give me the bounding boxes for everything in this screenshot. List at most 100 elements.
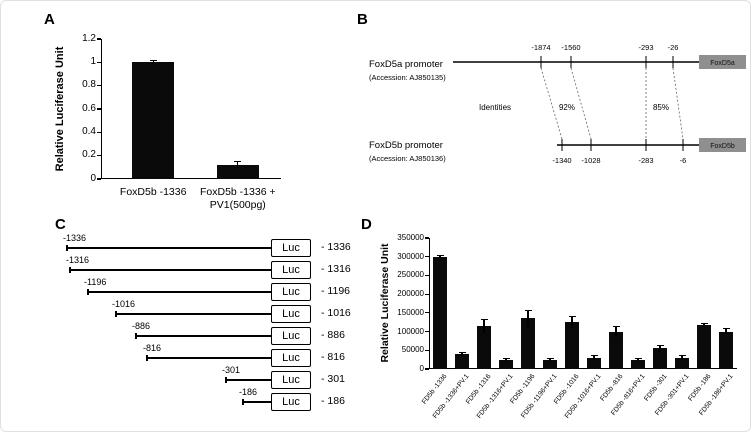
error-bar bbox=[571, 316, 573, 329]
construct-start-label: -886 bbox=[132, 321, 151, 331]
y-tick-mark bbox=[425, 237, 429, 239]
panel-a-label: A bbox=[44, 11, 55, 28]
error-bar bbox=[659, 345, 661, 352]
luc-box: Luc bbox=[271, 393, 311, 411]
foxd5b-position-label: -6 bbox=[680, 156, 687, 165]
construct-start-label: -1336 bbox=[63, 233, 87, 243]
promoter-comparison-diagram: FoxD5a promoter (Accession: AJ850135) -1… bbox=[369, 43, 746, 165]
y-tick-label: 200000 bbox=[397, 289, 424, 299]
construct-start-label: -1016 bbox=[112, 299, 136, 309]
error-bar bbox=[637, 358, 639, 361]
error-bar bbox=[152, 60, 154, 64]
error-bar-cap bbox=[436, 254, 444, 256]
foxd5b-accession: (Accession: AJ850136) bbox=[369, 154, 446, 163]
error-bar-cap bbox=[678, 355, 686, 357]
bar bbox=[609, 331, 623, 369]
construct-start-tick bbox=[87, 289, 89, 295]
construct-end-label: - 1336 bbox=[321, 241, 351, 253]
error-bar-cap bbox=[656, 344, 664, 346]
construct-line bbox=[135, 335, 271, 337]
identity-percent-right: 85% bbox=[653, 103, 669, 112]
y-tick-mark bbox=[425, 256, 429, 258]
foxd5a-gene-box bbox=[699, 55, 746, 69]
y-tick-label: 1.2 bbox=[82, 32, 96, 44]
construct-start-tick bbox=[242, 399, 244, 405]
y-tick-label: 250000 bbox=[397, 270, 424, 280]
bar bbox=[216, 165, 259, 179]
bar bbox=[132, 62, 175, 179]
bar bbox=[499, 359, 513, 369]
error-bar-cap bbox=[722, 328, 730, 330]
plot-axes bbox=[429, 238, 737, 369]
luc-box: Luc bbox=[271, 327, 311, 345]
luc-box: Luc bbox=[271, 283, 311, 301]
foxd5a-accession: (Accession: AJ850135) bbox=[369, 73, 446, 82]
construct-end-label: - 1016 bbox=[321, 307, 351, 319]
construct-end-label: - 1316 bbox=[321, 263, 351, 275]
error-bar bbox=[703, 323, 705, 327]
error-bar bbox=[593, 355, 595, 360]
bar bbox=[565, 322, 579, 369]
y-tick-label: 50000 bbox=[401, 345, 424, 355]
panel-a: A Relative Luciferase Unit 0 0.2 0.4 0.6 0.8… bbox=[36, 11, 348, 214]
foxd5a-position-label: -293 bbox=[638, 43, 653, 52]
y-tick-label: 0.8 bbox=[82, 79, 96, 91]
y-tick-label: 350000 bbox=[397, 233, 424, 243]
foxd5a-position-label: -26 bbox=[668, 43, 679, 52]
construct-line bbox=[66, 247, 271, 249]
bar bbox=[543, 359, 557, 369]
construct-start-tick bbox=[135, 333, 137, 339]
construct-line bbox=[87, 291, 271, 293]
construct-line bbox=[225, 379, 271, 381]
foxd5b-position-label: -1028 bbox=[581, 156, 600, 165]
y-tick-mark bbox=[97, 108, 101, 110]
panel-d-label: D bbox=[361, 216, 372, 233]
error-bar-cap bbox=[458, 352, 466, 354]
panel-a-y-axis-label: Relative Luciferase Unit bbox=[54, 46, 66, 172]
homology-connector-line bbox=[540, 67, 563, 140]
construct-start-tick bbox=[146, 355, 148, 361]
bar bbox=[521, 318, 535, 369]
luc-box: Luc bbox=[271, 349, 311, 367]
error-bar bbox=[549, 358, 551, 361]
construct-start-label: -1196 bbox=[84, 277, 107, 287]
bar bbox=[433, 256, 447, 369]
y-tick-label: 0.4 bbox=[82, 126, 96, 138]
error-bar-cap bbox=[502, 358, 510, 360]
y-tick-mark bbox=[97, 61, 101, 63]
luc-box: Luc bbox=[271, 239, 311, 257]
error-bar-cap bbox=[149, 60, 157, 62]
error-bar bbox=[505, 358, 507, 361]
bar bbox=[653, 348, 667, 369]
construct-start-label: -1316 bbox=[66, 255, 90, 265]
construct-end-label: - 301 bbox=[321, 373, 345, 385]
construct-end-label: - 886 bbox=[321, 329, 345, 341]
homology-connector-line bbox=[570, 67, 592, 140]
foxd5a-position-label: -1560 bbox=[561, 43, 580, 52]
y-tick-mark bbox=[425, 293, 429, 295]
panel-d: D Relative Luciferase Unit 0 50000 100000 1… bbox=[351, 214, 750, 431]
y-tick-label: 0.6 bbox=[82, 102, 96, 114]
construct-start-label: -816 bbox=[143, 343, 162, 353]
y-tick-mark bbox=[425, 349, 429, 351]
y-tick-label: 0 bbox=[419, 364, 424, 374]
y-tick-label: 150000 bbox=[397, 307, 424, 317]
error-bar-cap bbox=[568, 315, 576, 317]
y-tick-mark bbox=[425, 312, 429, 314]
panel-c: C -1336 Luc - 1336 -1316 Luc - 1316 -1196 Luc - … bbox=[41, 214, 351, 431]
foxd5a-gene-box-label: FoxD5a bbox=[710, 60, 735, 67]
x-category-label: FoxD5b -1336 + PV1(500pg) bbox=[200, 186, 276, 212]
bar bbox=[719, 331, 733, 369]
construct-line bbox=[242, 401, 271, 403]
plot-axes bbox=[101, 39, 281, 179]
y-tick-label: 0 bbox=[90, 172, 96, 184]
foxd5a-promoter-name: FoxD5a promoter bbox=[369, 59, 443, 70]
foxd5a-position-label: -1874 bbox=[531, 43, 550, 52]
construct-line bbox=[69, 269, 271, 271]
y-tick-mark bbox=[97, 131, 101, 133]
error-bar bbox=[483, 319, 485, 333]
error-bar bbox=[527, 310, 529, 327]
error-bar bbox=[615, 326, 617, 337]
panel-c-label: C bbox=[55, 216, 66, 233]
y-tick-mark bbox=[425, 330, 429, 333]
